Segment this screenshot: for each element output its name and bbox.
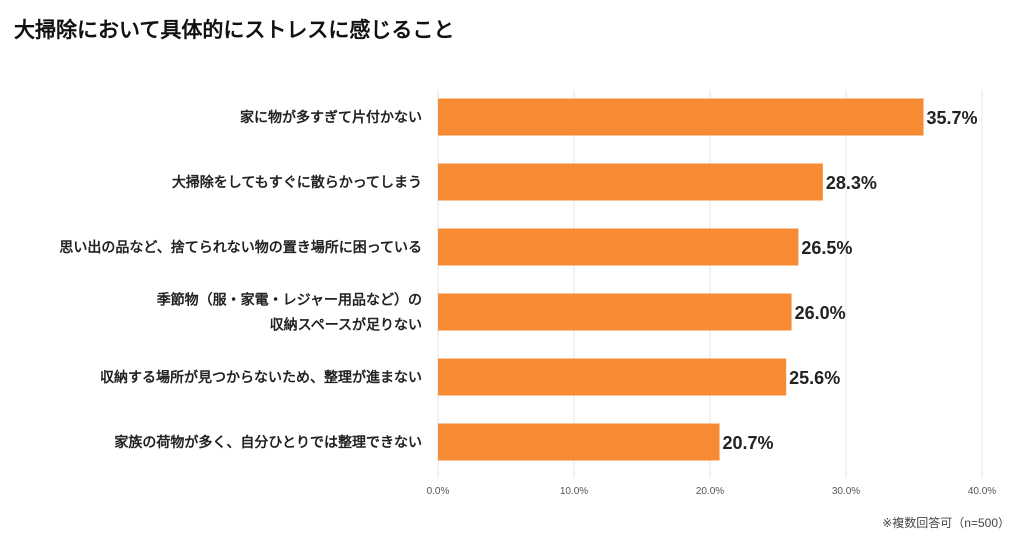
category-label: 家族の荷物が多く、自分ひとりでは整理できない: [114, 434, 422, 450]
category-label: 家に物が多すぎて片付かない: [240, 109, 422, 125]
category-label: 収納スペースが足りない: [270, 317, 422, 333]
x-tick-label: 40.0%: [968, 486, 996, 497]
category-label: 収納する場所が見つからないため、整理が進まない: [100, 369, 422, 385]
category-label: 季節物（服・家電・レジャー用品など）の: [156, 292, 422, 308]
chart-title: 大掃除において具体的にストレスに感じること: [14, 19, 455, 42]
x-tick-label: 0.0%: [427, 486, 450, 497]
bar: [438, 98, 924, 136]
footnote: ※複数回答可（n=500）: [882, 516, 1010, 530]
category-label: 思い出の品など、捨てられない物の置き場所に困っている: [59, 239, 422, 255]
category-label: 大掃除をしてもすぐに散らかってしまう: [172, 174, 422, 190]
value-label: 26.0%: [795, 303, 846, 323]
value-label: 35.7%: [927, 108, 978, 128]
bar: [438, 293, 792, 331]
bar: [438, 163, 823, 201]
x-tick-label: 10.0%: [560, 486, 588, 497]
bar: [438, 358, 787, 396]
value-label: 26.5%: [801, 238, 852, 258]
value-label: 20.7%: [723, 433, 774, 453]
value-label: 28.3%: [826, 173, 877, 193]
x-tick-label: 20.0%: [696, 486, 724, 497]
bar: [438, 228, 799, 266]
bar: [438, 423, 720, 461]
value-label: 25.6%: [789, 368, 840, 388]
x-tick-label: 30.0%: [832, 486, 860, 497]
